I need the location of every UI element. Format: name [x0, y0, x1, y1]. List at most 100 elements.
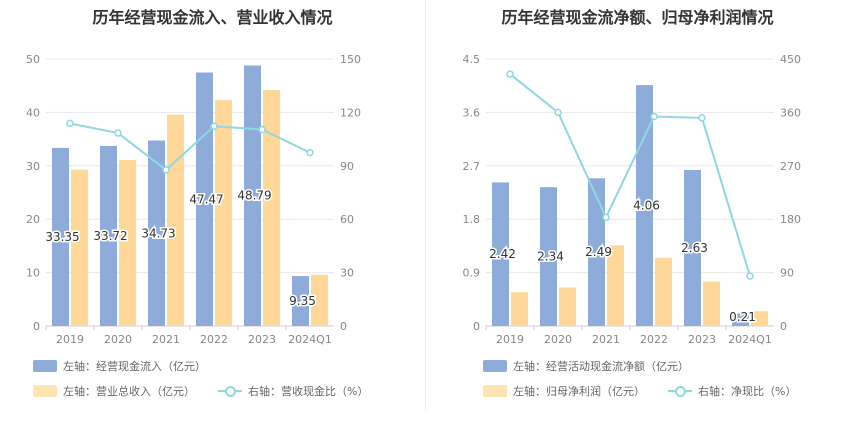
x-tick-label: 2019 — [56, 333, 84, 346]
x-tick-label: 2021 — [592, 333, 620, 346]
x-tick-label: 2022 — [640, 333, 668, 346]
right-tick-label: 0 — [340, 320, 347, 333]
left-tick-label: 40 — [26, 106, 40, 119]
chart-panel-net-cash: 历年经营现金流净额、归母净利润情况 0 0 0.9 90 1.8 180 2.7 270 3.6… — [425, 0, 850, 437]
x-tick-label: 2021 — [152, 333, 180, 346]
cash-inflow-chart: 0 0 10 30 20 60 30 90 40 120 50 150 2019 2020 2021 2022… — [26, 53, 361, 346]
left-tick-label: 0.9 — [463, 267, 481, 280]
legend-swatch-net-cash — [483, 360, 507, 372]
legend-item-net-cash[interactable]: 左轴：经营活动现金流净额（亿元） — [483, 358, 689, 374]
left-tick-label: 4.5 — [463, 53, 481, 66]
bar-secondary — [215, 100, 232, 326]
data-label: 0.21 — [729, 310, 756, 324]
bar-secondary — [703, 281, 720, 326]
right-tick-label: 120 — [340, 106, 361, 119]
ratio-point — [114, 129, 122, 137]
bar-primary — [540, 187, 557, 326]
bar-secondary — [71, 169, 88, 326]
right-tick-label: 270 — [780, 160, 801, 173]
x-tick-label: 2023 — [688, 333, 716, 346]
ratio-point — [306, 148, 314, 157]
legend-item-revenue[interactable]: 左轴：营业总收入（亿元） — [33, 383, 195, 399]
legend-swatch-net-cash-ratio — [668, 385, 692, 397]
bar-secondary — [511, 292, 528, 326]
data-label: 34.73 — [141, 226, 175, 240]
bar-primary — [292, 276, 309, 326]
chart-title: 历年经营现金流入、营业收入情况 — [92, 8, 333, 27]
net-cash-chart: 0 0 0.9 90 1.8 180 2.7 270 3.6 360 4.5 450 2019 2020 2… — [463, 53, 802, 346]
ratio-point — [66, 119, 74, 128]
bar-secondary — [311, 274, 328, 326]
bar-primary — [588, 178, 605, 326]
data-label: 2.42 — [489, 247, 516, 261]
right-tick-label: 180 — [780, 213, 801, 226]
legend-item-net-profit[interactable]: 左轴：归母净利润（亿元） — [483, 383, 645, 399]
chart-title: 历年经营现金流净额、归母净利润情况 — [501, 8, 774, 27]
bar-primary — [244, 65, 261, 327]
legend-label-net-cash-ratio: 右轴：净现比（%） — [698, 385, 797, 398]
data-label: 9.35 — [289, 294, 316, 308]
left-tick-label: 30 — [26, 160, 40, 173]
right-tick-label: 450 — [780, 53, 801, 66]
ratio-line — [69, 122, 311, 172]
data-label: 4.06 — [633, 199, 660, 213]
bar-secondary — [655, 257, 672, 326]
data-label: 33.35 — [45, 230, 79, 244]
right-tick-label: 0 — [780, 320, 787, 333]
right-tick-label: 90 — [780, 267, 794, 280]
x-tick-label: 2019 — [496, 333, 524, 346]
data-label: 2.34 — [537, 250, 564, 264]
legend-swatch-revenue — [33, 385, 57, 397]
left-tick-label: 0 — [33, 320, 40, 333]
left-tick-label: 20 — [26, 213, 40, 226]
legend-label-net-cash: 左轴：经营活动现金流净额（亿元） — [513, 360, 689, 373]
ratio-point — [746, 272, 754, 280]
bar-primary — [100, 145, 117, 326]
bar-primary — [148, 140, 165, 326]
right-tick-label: 150 — [340, 53, 361, 66]
bar-secondary — [167, 114, 184, 326]
x-tick-label: 2024Q1 — [728, 333, 772, 346]
bar-secondary — [119, 159, 136, 326]
left-tick-label: 10 — [26, 267, 40, 280]
panel-divider — [425, 0, 426, 410]
bar-primary — [196, 72, 213, 327]
x-tick-label: 2020 — [544, 333, 572, 346]
x-tick-label: 2024Q1 — [288, 333, 332, 346]
bar-secondary — [751, 311, 768, 326]
legend-swatch-net-profit — [483, 385, 507, 397]
bar-secondary — [607, 245, 624, 326]
left-tick-label: 1.8 — [463, 213, 481, 226]
data-label: 47.47 — [189, 192, 223, 206]
ratio-point — [698, 114, 706, 122]
chart-panel-cash-inflow: 历年经营现金流入、营业收入情况 0 0 10 30 20 60 30 90 40 120 50 150… — [26, 8, 368, 399]
ratio-point — [650, 112, 658, 121]
legend-label-revenue: 左轴：营业总收入（亿元） — [63, 385, 195, 398]
legend-item-revenue-cash-ratio[interactable]: 右轴：营收现金比（%） — [218, 383, 368, 399]
legend-label-revenue-cash-ratio: 右轴：营收现金比（%） — [248, 385, 369, 398]
legend-swatch-revenue-cash-ratio — [218, 385, 242, 397]
data-label: 48.79 — [237, 189, 271, 203]
bar-primary — [684, 169, 701, 326]
ratio-point — [258, 125, 266, 134]
left-tick-label: 2.7 — [463, 160, 481, 173]
ratio-point — [210, 122, 218, 131]
ratio-point — [162, 166, 170, 174]
left-tick-label: 3.6 — [463, 106, 481, 119]
ratio-point — [602, 213, 610, 222]
data-label: 33.72 — [93, 229, 127, 243]
right-tick-label: 90 — [340, 160, 354, 173]
legend-item-net-cash-ratio[interactable]: 右轴：净现比（%） — [668, 383, 796, 399]
legend-label-net-profit: 左轴：归母净利润（亿元） — [513, 385, 645, 398]
ratio-point — [506, 70, 514, 78]
bar-primary — [492, 182, 509, 326]
legend-label-cash-inflow: 左轴：经营现金流入（亿元） — [63, 360, 206, 373]
x-tick-label: 2022 — [200, 333, 228, 346]
x-tick-label: 2023 — [248, 333, 276, 346]
right-tick-label: 60 — [340, 213, 354, 226]
bar-secondary — [559, 287, 576, 326]
ratio-point — [554, 108, 562, 117]
x-tick-label: 2020 — [104, 333, 132, 346]
legend-item-cash-inflow[interactable]: 左轴：经营现金流入（亿元） — [33, 358, 206, 374]
left-tick-label: 0 — [473, 320, 480, 333]
